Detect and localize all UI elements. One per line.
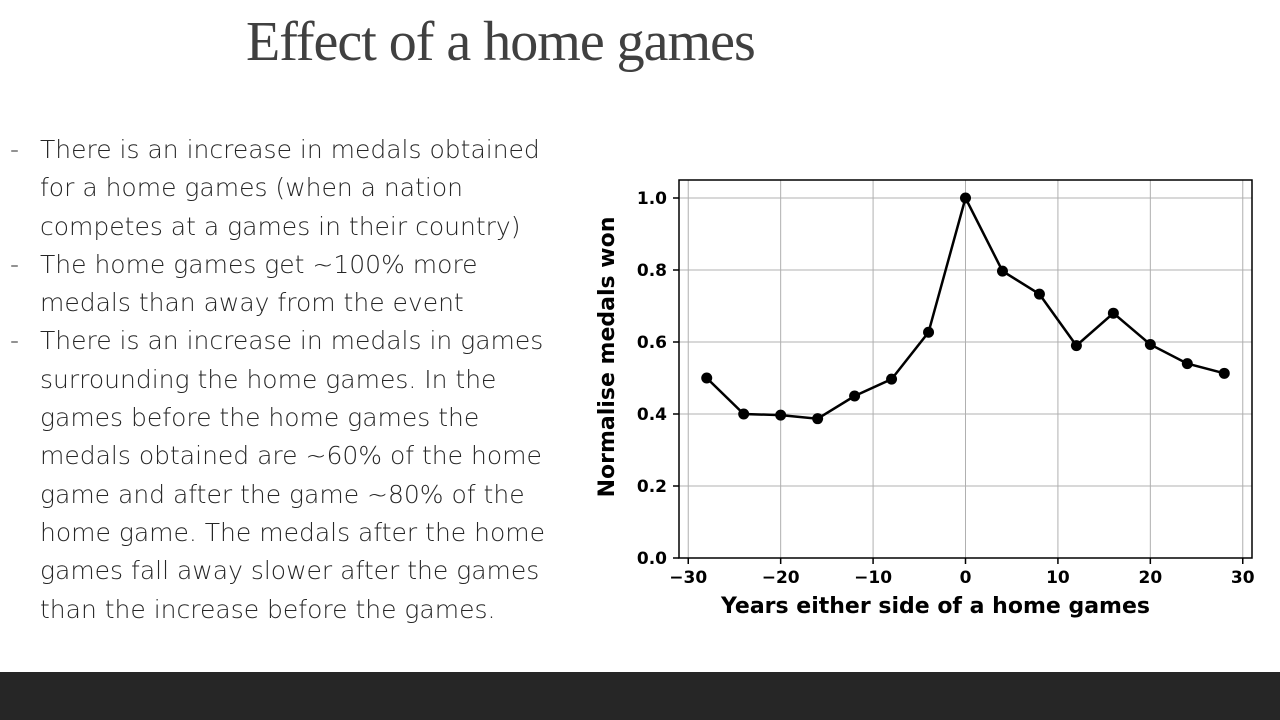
slide-title: Effect of a home games bbox=[246, 11, 756, 73]
x-tick-label: −30 bbox=[669, 568, 707, 588]
y-axis-label: Normalise medals won bbox=[595, 217, 620, 498]
x-axis-label: Years either side of a home games bbox=[720, 594, 1150, 619]
x-tick-label: 10 bbox=[1046, 568, 1070, 588]
data-point bbox=[1218, 367, 1230, 379]
data-point bbox=[1144, 339, 1156, 351]
data-point bbox=[1181, 358, 1193, 370]
bullet-item: - There is an increase in medals obtained… bbox=[10, 131, 570, 246]
data-point bbox=[775, 409, 787, 421]
bullet-text: There is an increase in medals in games … bbox=[40, 326, 545, 624]
y-tick-label: 0.2 bbox=[637, 477, 667, 497]
y-tick-label: 0.0 bbox=[637, 549, 667, 569]
data-point bbox=[960, 192, 971, 204]
x-tick-label: 0 bbox=[960, 568, 972, 588]
data-point bbox=[738, 408, 750, 420]
data-point bbox=[996, 265, 1008, 277]
footer-bar bbox=[0, 672, 1280, 720]
chart-svg: −30 −20 −10 0 10 20 30 0.0 0.2 0.4 0.6 0.8 1.0 Years… bbox=[595, 179, 1255, 619]
bullet-marker: - bbox=[10, 326, 20, 356]
x-tick-label: 30 bbox=[1231, 568, 1255, 588]
bullet-list: - There is an increase in medals obtained… bbox=[10, 131, 570, 629]
y-tick-label: 1.0 bbox=[637, 189, 667, 209]
bullet-marker: - bbox=[10, 249, 20, 279]
line-chart: −30 −20 −10 0 10 20 30 0.0 0.2 0.4 0.6 0.8 1.0 Years… bbox=[592, 170, 1262, 630]
bullet-marker: - bbox=[10, 135, 20, 164]
bullet-text: The home games get ~100% more medals tha… bbox=[40, 249, 478, 318]
data-point bbox=[886, 373, 898, 385]
data-point bbox=[1107, 307, 1119, 319]
data-point bbox=[701, 372, 713, 384]
data-point bbox=[923, 326, 935, 338]
bullet-text: There is an increase in medals obtained … bbox=[40, 135, 540, 241]
data-point bbox=[849, 390, 861, 402]
y-tick-label: 0.6 bbox=[637, 333, 667, 353]
point-layer bbox=[701, 192, 1230, 425]
data-point bbox=[1070, 340, 1082, 352]
grid-layer bbox=[679, 180, 1252, 559]
x-tick-label: 20 bbox=[1139, 568, 1163, 588]
data-point bbox=[812, 413, 824, 425]
tick-layer: −30 −20 −10 0 10 20 30 0.0 0.2 0.4 0.6 0.8 1.0 bbox=[637, 189, 1255, 588]
x-tick-label: −10 bbox=[854, 568, 892, 588]
y-tick-label: 0.4 bbox=[637, 405, 667, 425]
x-tick-label: −20 bbox=[762, 568, 800, 588]
data-point bbox=[1033, 288, 1045, 300]
bullet-item: - There is an increase in medals in games… bbox=[10, 322, 570, 628]
y-tick-label: 0.8 bbox=[637, 261, 667, 281]
bullet-item: - The home games get ~100% more medals th… bbox=[10, 246, 570, 323]
